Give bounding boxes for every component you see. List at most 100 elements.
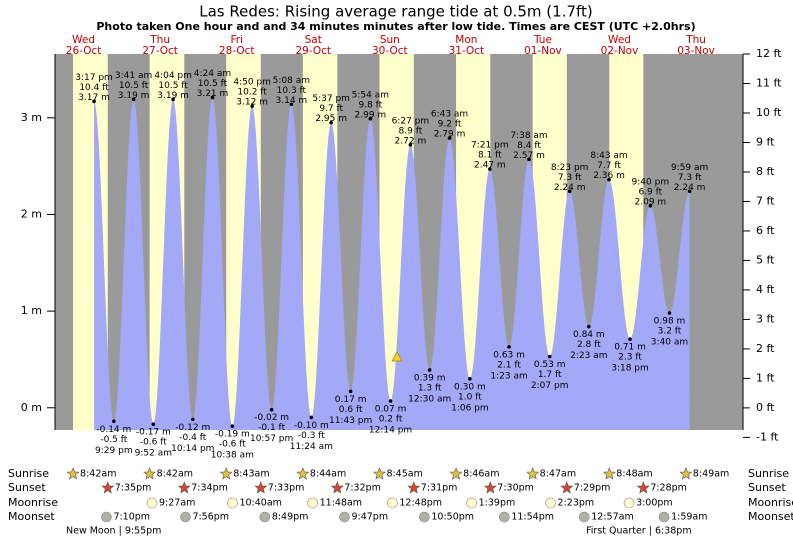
sunrise-time: 8:49am — [693, 469, 729, 480]
moonset-time: 1:59am — [671, 512, 707, 523]
day-weekday: Tue — [533, 34, 552, 46]
moonset-time: 11:54pm — [511, 512, 554, 523]
sun-icon — [219, 467, 233, 480]
y2-tick-label: 6 ft — [756, 224, 775, 237]
tide-point — [607, 177, 611, 182]
y2-tick-label: 4 ft — [756, 283, 775, 296]
tide-label: -0.6 ft — [219, 440, 246, 450]
tide-label: 2.24 m — [674, 183, 706, 193]
sun-icon — [526, 467, 540, 480]
tide-point — [628, 337, 632, 341]
y-tick-label: 1 m — [21, 304, 42, 317]
tide-label: 3:17 pm — [75, 73, 113, 83]
tide-point — [230, 424, 235, 428]
tide-label: 10.2 ft — [237, 88, 267, 98]
tide-label: 7:38 am — [510, 131, 547, 141]
moonset-time: 10:50pm — [431, 512, 474, 523]
row-label: Moonrise — [8, 496, 58, 509]
row-label: Moonrise — [748, 496, 793, 509]
day-date: 30-Oct — [372, 45, 408, 57]
tide-label: 4:04 pm — [154, 71, 192, 81]
tide-label: -0.4 ft — [179, 433, 206, 443]
tide-label: 9.2 ft — [438, 120, 462, 130]
y2-tick-label: 5 ft — [756, 253, 775, 266]
y2-tick-label: -1 ft — [756, 430, 779, 443]
moonset-icon — [101, 511, 112, 523]
tide-label: 10.5 ft — [158, 81, 188, 91]
tide-label: 0.84 m — [573, 330, 605, 340]
tide-label: 3:41 am — [115, 71, 152, 81]
tide-point — [667, 311, 672, 315]
moonset-icon — [180, 511, 191, 523]
tide-label: 6.9 ft — [638, 187, 662, 197]
tide-label: 12:30 am — [408, 395, 451, 405]
day-weekday: Wed — [608, 34, 631, 46]
tide-label: 1.3 ft — [418, 384, 442, 394]
sunrise-time: 8:44am — [310, 469, 346, 480]
moonset-time: 7:56pm — [192, 512, 229, 523]
tide-label: 10.4 ft — [79, 83, 109, 93]
photo-marker — [391, 351, 403, 362]
tide-label: 9:59 am — [671, 163, 708, 173]
y-tick-label: 3 m — [21, 111, 42, 124]
tide-label: 2.79 m — [434, 130, 466, 140]
sunrise-time: 8:47am — [540, 469, 576, 480]
tide-label: 7.3 ft — [678, 173, 702, 183]
sun-icon — [101, 481, 115, 494]
moonrise-icon — [307, 497, 318, 509]
day-date: 29-Oct — [295, 45, 331, 57]
moonset-icon — [499, 511, 510, 523]
tide-label: 6:27 pm — [392, 116, 430, 126]
sun-icon — [560, 481, 574, 494]
tide-label: 9:52 am — [135, 449, 172, 459]
day-weekday: Wed — [72, 34, 95, 46]
day-date: 28-Oct — [219, 45, 255, 57]
tide-label: 2.36 m — [593, 171, 625, 181]
tide-point — [408, 143, 413, 147]
tide-label: 3.2 ft — [658, 327, 682, 337]
tide-point — [151, 422, 156, 427]
chart-subtitle: Photo taken One hour and and 34 minutes … — [96, 20, 695, 33]
tide-point — [171, 97, 175, 102]
tide-point — [348, 389, 353, 394]
tide-label: 2.09 m — [635, 197, 667, 207]
y2-tick-label: 12 ft — [756, 47, 782, 60]
moonrise-icon — [227, 497, 238, 509]
tide-label: 3.17 m — [78, 93, 110, 103]
sun-icon — [330, 481, 344, 494]
sunrise-time: 8:48am — [616, 469, 652, 480]
tide-label: 2.1 ft — [497, 360, 521, 370]
sun-icon — [254, 481, 268, 494]
tide-point — [289, 102, 294, 107]
sunrise-time: 8:43am — [233, 469, 269, 480]
tide-point — [250, 104, 254, 108]
tide-label: 2.47 m — [474, 161, 506, 171]
sunset-time: 7:33pm — [268, 483, 305, 494]
tide-point — [687, 189, 692, 194]
tide-label: -0.10 m — [294, 421, 329, 431]
sun-icon — [296, 467, 310, 480]
day-weekday: Thu — [685, 34, 706, 46]
tide-label: 0.17 m — [335, 395, 367, 405]
moonset-time: 7:10pm — [113, 512, 150, 523]
tide-label: 1.7 ft — [538, 370, 562, 380]
tide-label: 0.53 m — [534, 360, 566, 370]
tide-point — [309, 415, 314, 420]
moonset-icon — [578, 511, 590, 523]
tide-label: 2:23 am — [570, 351, 607, 361]
moonrise-time: 12:48pm — [399, 498, 442, 509]
moonrise-time: 10:40am — [239, 498, 281, 509]
day-weekday: Sun — [380, 34, 400, 46]
tide-label: 11:24 am — [290, 442, 333, 452]
tide-label: 12:14 pm — [369, 426, 412, 436]
tide-label: 8:43 am — [590, 151, 627, 161]
tide-label: 1:23 am — [490, 371, 527, 381]
row-label: Sunset — [748, 481, 786, 494]
tide-label: 3.19 m — [157, 91, 189, 101]
tide-label: -0.6 ft — [140, 438, 167, 448]
sunset-time: 7:34pm — [191, 483, 228, 494]
y2-tick-label: 9 ft — [756, 135, 775, 148]
sunrise-time: 8:46am — [463, 469, 499, 480]
moon-phase-note: First Quarter | 6:38pm — [586, 526, 692, 537]
